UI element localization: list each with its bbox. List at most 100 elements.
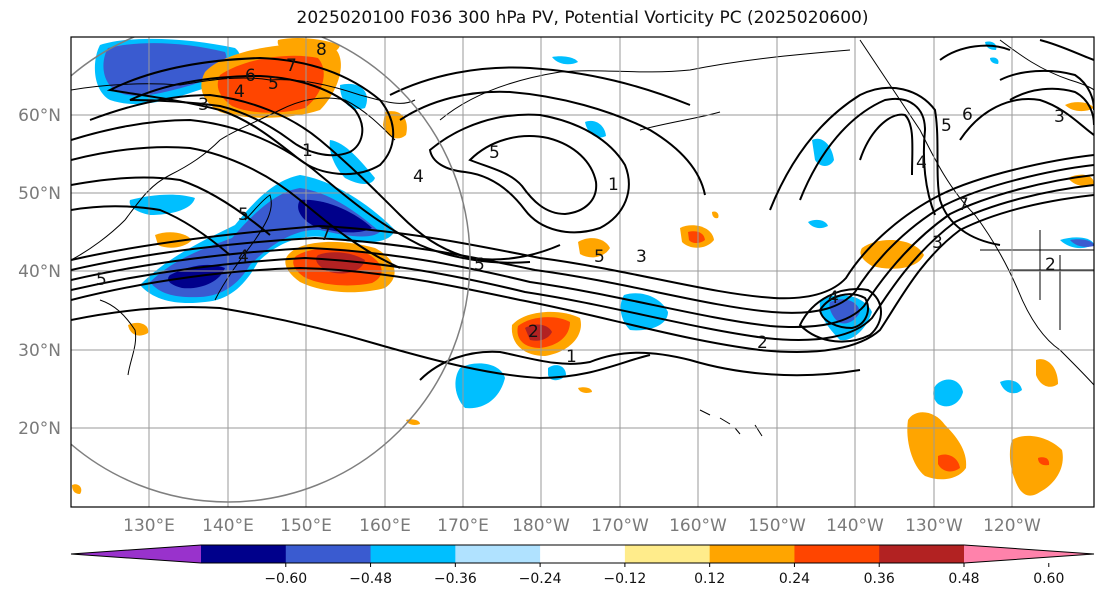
contours [71,39,1094,381]
colorbar-tick-label: 0.36 [864,571,895,587]
contour-label: 5 [594,247,605,267]
contour-label: 5 [238,205,249,225]
pv-region [585,120,606,138]
contour-label: 3 [1054,107,1065,127]
contour-label: 6 [962,105,973,125]
pv-region [688,231,705,243]
pv-region [933,379,963,407]
pv-region [1000,380,1022,394]
lon-label: 170°W [591,516,649,536]
colorbar-tick-label: 0.60 [1033,571,1064,587]
lat-axis: 60°N 50°N 40°N 30°N 20°N [18,106,61,439]
pv-region [552,56,578,65]
colorbar-tick-label: −0.60 [264,571,307,587]
lon-label: 160°E [359,516,411,536]
contour-label: 3 [636,247,647,267]
lon-label: 160°W [669,516,727,536]
lat-label: 50°N [18,184,61,204]
pv-region [298,199,372,233]
lon-label: 140°W [826,516,884,536]
contour-label: 7 [286,56,297,76]
contour-label: 1 [608,175,619,195]
colorbar-extension-high [964,545,1094,563]
contour-label: 4 [238,247,249,267]
pv-region [383,111,407,139]
pv-region [1038,457,1050,466]
contour-label: 5 [96,270,107,290]
pv-region [277,37,340,55]
pv-region [455,363,505,409]
lon-label: 170°E [437,516,489,536]
colorbar-segment [624,545,711,563]
lon-label: 150°E [280,516,332,536]
contour-label: 4 [916,153,927,173]
map-title: 2025020100 F036 300 hPa PV, Potential Vo… [296,8,869,28]
contour-label: 8 [316,40,327,60]
pv-region [578,238,610,258]
colorbar-segment [455,545,541,563]
contour-label: 6 [245,66,256,86]
contour-label: 5 [268,74,279,94]
pv-shading [72,37,1094,496]
pv-region [712,211,719,219]
lat-label: 30°N [18,341,61,361]
lat-label: 20°N [18,419,61,439]
pv-region [938,454,960,472]
lon-axis: 130°E 140°E 150°E 160°E 170°E 180°W 170°… [123,516,1041,536]
lat-label: 40°N [18,262,61,282]
colorbar-tick-label: −0.36 [434,571,477,587]
pv-region [620,293,668,331]
colorbar-tick-label: 0.24 [779,571,810,587]
colorbar-extension-low [71,545,201,563]
contour-label: 7 [958,195,969,215]
contour-label: 1 [302,141,313,161]
pv-region [1036,359,1058,387]
contour-label: 5 [474,255,485,275]
colorbar-outline [70,544,1095,564]
lon-label: 150°W [748,516,806,536]
contour-label: 2 [1045,255,1056,275]
contour-label: 3 [932,233,943,253]
pv-region [316,252,365,274]
plot-border [70,36,1095,508]
colorbar: −0.60 −0.48 −0.36 −0.24 −0.12 0.12 0.24 0.36 0.4… [70,544,1095,587]
contour-label: 2 [757,333,768,353]
pv-region [990,57,999,64]
colorbar-segment [709,545,795,563]
pv-region [808,219,828,229]
colorbar-segment [285,545,372,563]
pv-region [1065,102,1094,112]
contour-label: 7 [320,225,331,245]
colorbar-segment [794,545,880,563]
lat-label: 60°N [18,106,61,126]
pv-region [129,194,195,215]
lon-label: 140°E [202,516,254,536]
contour-label: 2 [528,322,539,342]
contour-label: 1 [566,347,577,367]
colorbar-segment [540,545,626,563]
colorbar-segment [370,545,456,563]
colorbar-tick-label: 0.12 [694,571,725,587]
contour-label: 4 [234,82,245,102]
lon-label: 130°E [123,516,175,536]
colorbar-segment [201,545,287,563]
pv-region [128,322,149,336]
colorbar-segment [879,545,965,563]
pv-region [72,484,82,494]
colorbar-tick-label: 0.48 [948,571,979,587]
contour-labels: 8 7 6 5 4 3 1 4 5 7 4 5 5 5 3 1 5 2 1 2 … [96,40,1065,367]
contour-label: 4 [413,167,424,187]
lon-label: 120°W [983,516,1041,536]
contour-label: 4 [828,288,839,308]
pv-region [525,324,552,341]
radius-circle [71,37,471,503]
pv-region [1070,239,1094,247]
pv-region [578,387,592,393]
coastlines [71,39,1094,437]
contour-label: 5 [489,143,500,163]
lon-label: 130°W [905,516,963,536]
contour-label: 3 [198,95,209,115]
pv-region [217,55,324,113]
lon-label: 180°W [512,516,570,536]
